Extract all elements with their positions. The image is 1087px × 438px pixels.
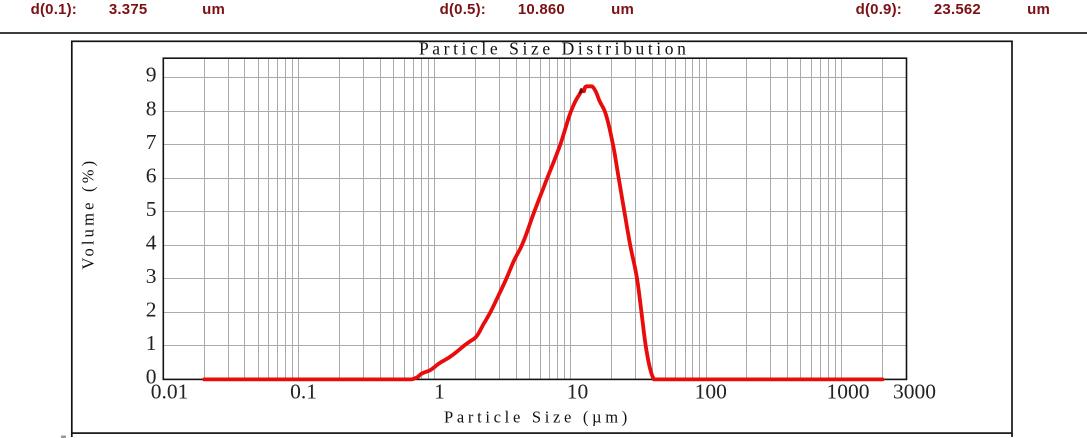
svg-text:10: 10: [567, 379, 589, 403]
svg-text:3000: 3000: [893, 379, 936, 403]
svg-text:1: 1: [434, 379, 445, 403]
svg-text:9: 9: [146, 63, 157, 87]
svg-text:Volume (%): Volume (%): [79, 158, 98, 270]
svg-text:0.1: 0.1: [290, 379, 317, 403]
svg-text:100: 100: [695, 379, 727, 403]
svg-text:8: 8: [146, 96, 157, 120]
svg-text:0.01: 0.01: [151, 379, 189, 403]
svg-text:1: 1: [146, 331, 157, 355]
svg-text:2: 2: [146, 298, 157, 322]
svg-text:1000: 1000: [827, 379, 870, 403]
svg-text:0: 0: [146, 365, 157, 389]
svg-text:5: 5: [146, 197, 157, 221]
svg-text:4: 4: [146, 230, 157, 254]
svg-text:7: 7: [146, 130, 157, 154]
svg-text:Particle Size Distribution: Particle Size Distribution: [419, 39, 690, 59]
svg-text:Particle Size (µm): Particle Size (µm): [444, 408, 631, 427]
svg-text:3: 3: [146, 264, 157, 288]
svg-text:6: 6: [146, 163, 157, 187]
